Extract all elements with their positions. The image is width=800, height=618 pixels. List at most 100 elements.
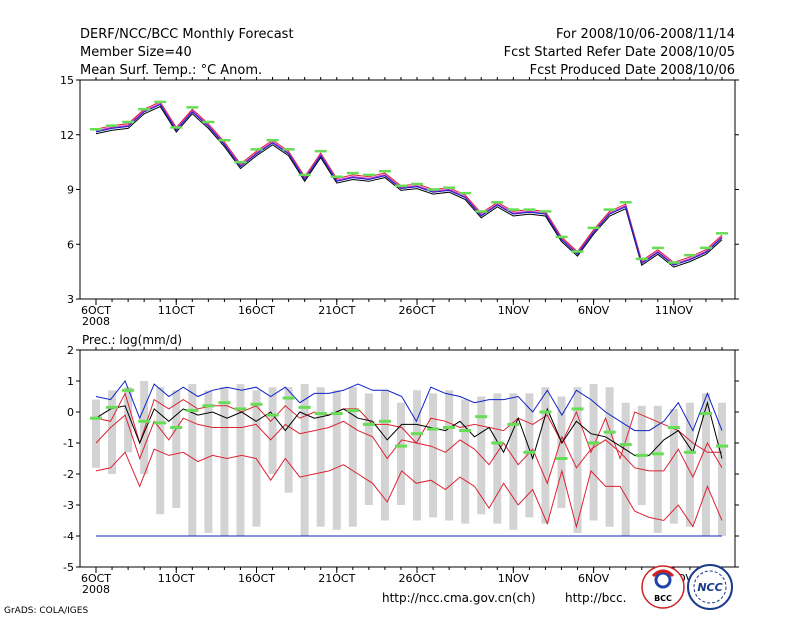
header-start-date: Fcst Started Refer Date 2008/10/05 [504,45,735,60]
precip-min-line [95,448,723,529]
precip-range-bar [557,396,566,509]
ncc-logo-text: NCC [697,581,722,594]
precip-range-bar [573,387,582,533]
x-tick-label: 26OCT [398,304,435,317]
x-tick-label: 11OCT [158,304,195,317]
precip-range-bar [300,384,309,536]
y-tick-label: 3 [67,293,74,306]
precip-range-bar [188,384,197,536]
y-tick-label: -1 [63,437,74,450]
precip-range-bar [493,393,502,524]
precip-range-bar [396,402,405,505]
temp-member-mid-line [95,103,723,266]
y-tick-label: 9 [67,184,74,197]
precip-range-bar [156,387,165,515]
header-period: For 2008/10/06-2008/11/14 [556,27,735,42]
x-tick-label: 6NOV [578,572,610,585]
x-tick-label: 11NOV [655,304,694,317]
grads-credit: GrADS: COLA/IGES [4,606,88,616]
precip-range-bar [348,387,357,527]
y-tick-label: 0 [67,406,74,419]
precip-upper-line [95,392,722,461]
precipitation-range-bars [92,381,726,536]
bcc-logo-arc-icon [651,569,675,578]
x-tick-label: 26OCT [398,572,435,585]
x-tick-label: 1NOV [498,572,530,585]
x-year-label: 2008 [82,583,110,596]
x-year-label: 2008 [82,315,110,328]
precip-lower-line [95,414,723,485]
precip-range-bar [605,387,614,527]
x-tick-label: 6NOV [578,304,610,317]
bcc-logo-text: BCC [654,594,672,603]
bcc-logo: BCC [641,565,685,609]
header-right: For 2008/10/06-2008/11/14 Fcst Started R… [504,27,735,78]
x-tick-label: 21OCT [318,572,355,585]
precip-mean-line [95,400,723,461]
x-tick-label: 21OCT [318,304,355,317]
y-tick-label: 15 [60,74,74,87]
precip-range-bar [316,387,325,527]
precip-range-bar [364,393,373,505]
precip-range-bar [461,399,470,524]
precip-range-bar [413,390,422,521]
precip-range-bar [685,402,694,527]
precip-range-bar [509,393,518,530]
precip-range-bar [284,387,293,493]
precip-range-bar [669,408,678,524]
precip-range-bar [332,390,341,530]
precip-range-bar [718,402,726,536]
precip-range-bar [92,399,100,468]
temperature-series [90,100,728,268]
precip-range-bar [445,390,454,521]
temperature-y-axis: 3 6 9 12 15 [60,74,739,306]
x-tick-label: 11OCT [158,572,195,585]
header-left: DERF/NCC/BCC Monthly Forecast Member Siz… [80,27,294,78]
ncc-logo-inner-ring [693,570,727,604]
precip-range-bar [429,393,438,518]
header-produced-date: Fcst Produced Date 2008/10/06 [530,63,735,78]
precip-range-bar [541,387,550,524]
y-tick-label: 12 [60,129,74,142]
bcc-url: http://bcc. [565,591,626,605]
precip-range-bar [220,387,229,536]
precip-range-bar [268,387,277,474]
y-tick-label: -4 [63,530,74,543]
y-tick-label: -3 [63,499,74,512]
temp-member-low-line [95,105,723,268]
y-tick-label: 1 [67,375,74,388]
temp-member-high-line [95,101,723,264]
precip-range-bar [124,387,133,453]
precip-range-bar [477,396,486,515]
y-tick-label: -2 [63,468,74,481]
x-tick-label: 16OCT [238,572,275,585]
x-tick-label: 16OCT [238,304,275,317]
precipitation-title: Prec.: log(mm/d) [82,333,182,347]
precip-max-line [95,380,723,432]
precip-range-bar [236,384,245,536]
precipitation-y-axis: -5 -4 -3 -2 -1 0 1 2 [63,344,739,574]
precipitation-series [90,380,728,537]
precip-range-bar [525,393,534,518]
y-tick-label: 6 [67,238,74,251]
precip-range-bar [140,381,149,474]
precipitation-frame [79,349,736,568]
precip-range-bar [701,393,710,536]
temp-mean-line [95,102,723,266]
ncc-logo: NCC [687,564,733,610]
temperature-panel: 3 6 9 12 15 6OCT 11OCT 16OCT 21OCT 26OCT 1NOV 6NOV… [60,74,739,328]
x-tick-label: 6OCT [81,304,111,317]
x-tick-label: 6OCT [81,572,111,585]
precip-range-bar [204,390,213,533]
y-tick-label: 2 [67,344,74,357]
y-tick-label: -5 [63,561,74,574]
header-variable: Mean Surf. Temp.: °C Anom. [80,63,262,78]
precip-range-bar [108,390,117,474]
x-tick-label: 1NOV [498,304,530,317]
bcc-logo-swirl-icon [654,571,672,589]
precip-range-bar [621,402,630,536]
ncc-url: http://ncc.cma.gov.cn(ch) [382,591,536,605]
temperature-x-axis: 6OCT 11OCT 16OCT 21OCT 26OCT 1NOV 6NOV 11NOV 200… [81,77,723,328]
